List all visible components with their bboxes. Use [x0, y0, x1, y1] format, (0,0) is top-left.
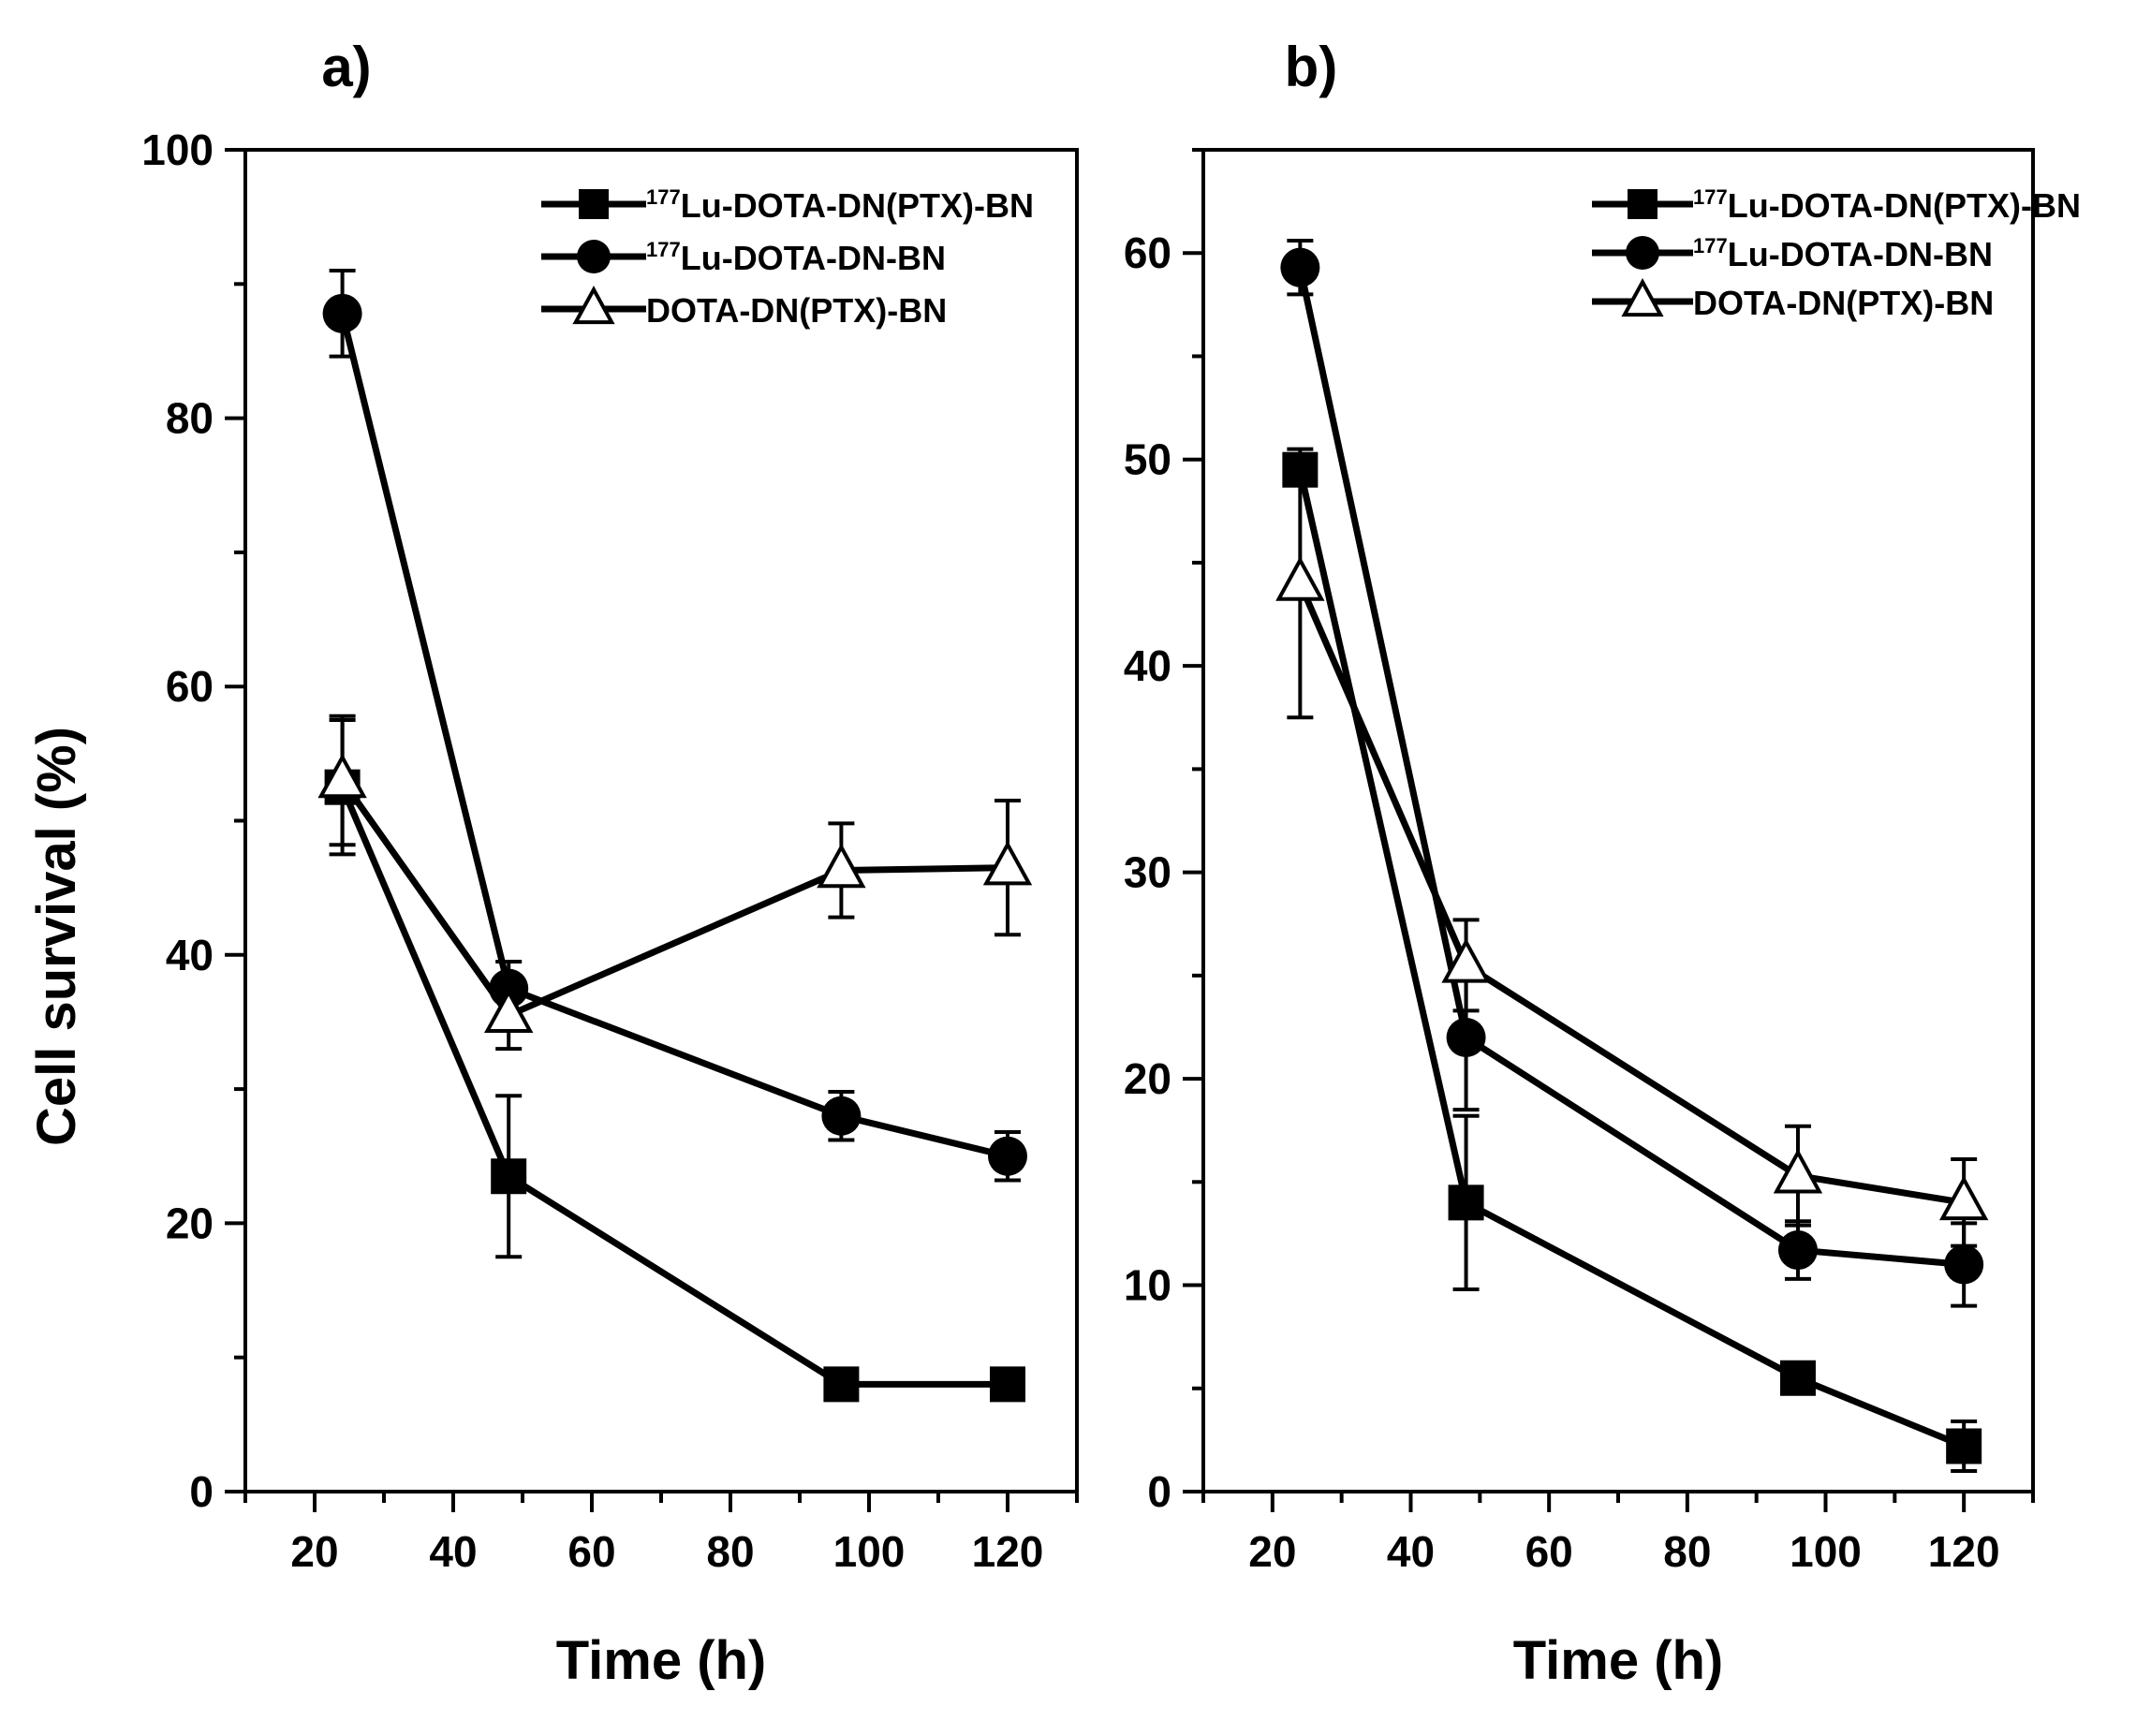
triangle-marker [1938, 1175, 1989, 1221]
legend-superscript: 177 [1693, 185, 1728, 209]
circle-marker [1777, 1230, 1818, 1271]
panel-b: b) 20 40 60 80 100 120 0 10 20 30 40 50 60 Time (h) 177… [1124, 36, 2081, 1691]
circle-marker [1944, 1244, 1984, 1285]
x-tick-label: 80 [1663, 1527, 1711, 1576]
y-tick-label: 60 [1124, 228, 1171, 277]
x-axis-title: Time (h) [556, 1630, 767, 1691]
legend-label: 177Lu-DOTA-DN(PTX)-BN [1693, 185, 2081, 225]
square-marker [1448, 1184, 1484, 1221]
plot-frame [1201, 148, 2035, 1493]
x-tick-label: 60 [567, 1527, 615, 1576]
legend-label: 177Lu-DOTA-DN-BN [1693, 234, 1993, 273]
circle-marker [1446, 1017, 1486, 1057]
x-tick-label: 100 [1790, 1527, 1862, 1576]
legend-label: 177Lu-DOTA-DN(PTX)-BN [646, 185, 1034, 225]
square-marker [579, 189, 609, 219]
y-tick-label: 60 [166, 662, 214, 711]
y-tick-label: 40 [1124, 641, 1171, 690]
x-tick-label: 80 [706, 1527, 754, 1576]
y-tick-label: 100 [141, 125, 214, 174]
circle-marker [577, 240, 611, 273]
square-marker [1946, 1428, 1982, 1464]
series-circle [1280, 239, 1984, 1308]
x-tick-label: 120 [1928, 1527, 2000, 1576]
y-tick-label: 30 [1124, 848, 1171, 897]
y-tick-label: 80 [166, 394, 214, 443]
legend-superscript: 177 [646, 185, 681, 209]
panel-label: a) [321, 36, 371, 98]
circle-marker [988, 1136, 1027, 1176]
triangle-marker [817, 843, 866, 889]
legend: 177Lu-DOTA-DN(PTX)-BN177Lu-DOTA-DN-BNDOT… [1592, 185, 2081, 322]
legend-text: Lu-DOTA-DN-BN [1728, 235, 1993, 273]
x-axis-title: Time (h) [1513, 1630, 1724, 1691]
series-line [1297, 581, 1965, 1206]
triangle-marker [982, 840, 1033, 886]
circle-marker [1280, 247, 1320, 287]
series-square [324, 718, 1025, 1403]
triangle-marker [484, 988, 534, 1034]
square-marker [990, 1366, 1025, 1403]
panel-label: b) [1285, 36, 1338, 98]
y-tick-label: 40 [166, 931, 214, 979]
legend-label: DOTA-DN(PTX)-BN [646, 291, 947, 330]
square-marker [823, 1366, 860, 1403]
triangle-marker [1621, 278, 1664, 317]
x-tick-label: 60 [1525, 1527, 1573, 1576]
series-line [339, 778, 1009, 1019]
series-line [1296, 266, 1965, 1268]
series-line [339, 786, 1008, 1388]
legend-text: Lu-DOTA-DN(PTX)-BN [681, 186, 1034, 225]
triangle-marker [1773, 1148, 1823, 1194]
series-line [339, 312, 1009, 1160]
legend-text: Lu-DOTA-DN(PTX)-BN [1728, 186, 2081, 225]
series-triangle [317, 714, 1033, 1052]
circle-marker [821, 1096, 862, 1136]
series-triangle [1275, 447, 1989, 1248]
y-axis-title: Cell survival (%) [26, 727, 87, 1146]
circle-marker [322, 293, 362, 333]
x-tick-label: 20 [1248, 1527, 1296, 1576]
x-tick-label: 40 [429, 1527, 477, 1576]
y-tick-label: 50 [1124, 435, 1171, 484]
square-marker [491, 1158, 527, 1195]
series-circle [322, 268, 1027, 1183]
legend-superscript: 177 [646, 238, 681, 261]
square-marker [1779, 1360, 1816, 1396]
square-marker [1628, 189, 1657, 219]
triangle-marker [317, 753, 367, 799]
x-tick-label: 120 [972, 1527, 1044, 1576]
x-tick-label: 40 [1387, 1527, 1435, 1576]
x-tick-label: 20 [290, 1527, 338, 1576]
y-tick-label: 0 [189, 1467, 214, 1516]
legend: 177Lu-DOTA-DN(PTX)-BN177Lu-DOTA-DN-BNDOT… [541, 185, 1034, 330]
y-tick-label: 0 [1147, 1467, 1171, 1516]
legend-label: 177Lu-DOTA-DN-BN [646, 238, 946, 277]
legend-text: Lu-DOTA-DN-BN [681, 239, 946, 277]
triangle-marker [1441, 937, 1491, 983]
x-tick-label: 100 [833, 1527, 906, 1576]
legend-superscript: 177 [1693, 234, 1728, 257]
triangle-marker [1275, 556, 1325, 601]
series-line [1296, 468, 1966, 1449]
triangle-marker [572, 286, 615, 325]
legend-label: DOTA-DN(PTX)-BN [1693, 284, 1994, 322]
y-tick-label: 20 [1124, 1054, 1171, 1103]
series-square [1282, 451, 1982, 1473]
circle-marker [1626, 236, 1659, 270]
y-tick-label: 10 [1124, 1261, 1171, 1310]
y-tick-label: 20 [166, 1199, 214, 1247]
